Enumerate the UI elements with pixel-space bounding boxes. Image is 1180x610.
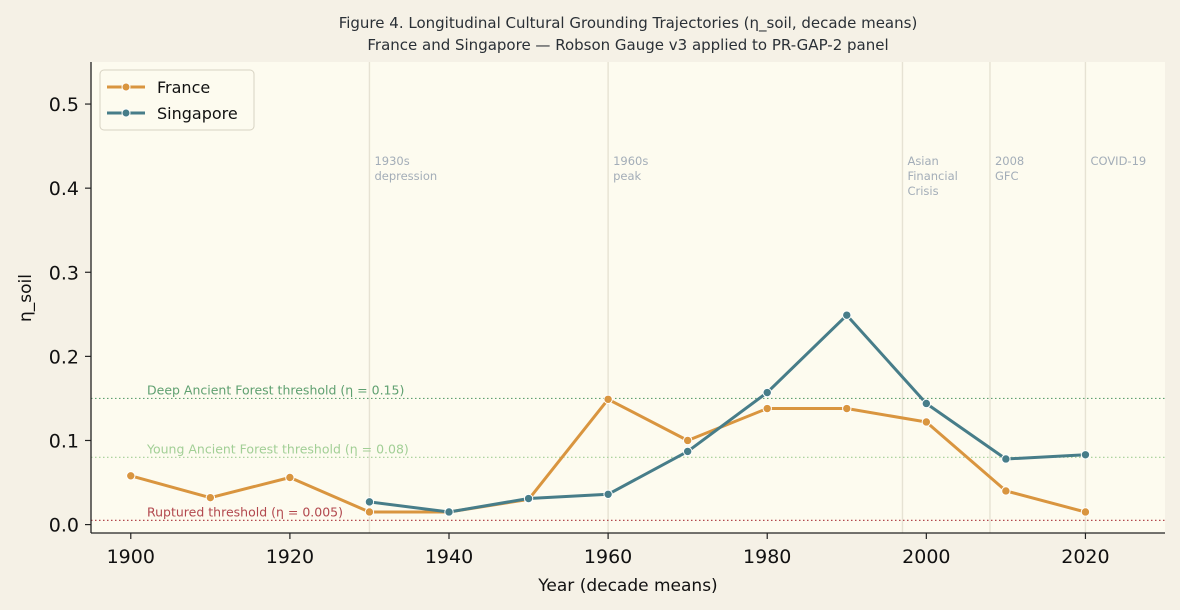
legend-swatch-marker: [121, 108, 131, 118]
event-label: 2008 GFC: [995, 154, 1024, 183]
data-point-singapore: [444, 507, 454, 517]
x-axis-label: Year (decade means): [537, 576, 717, 596]
data-point-singapore: [1080, 450, 1091, 460]
chart-title: Figure 4. Longitudinal Cultural Groundin…: [339, 14, 918, 33]
data-point-singapore: [921, 398, 932, 409]
chart-subtitle: France and Singapore — Robson Gauge v3 a…: [367, 36, 888, 54]
threshold-label: Ruptured threshold (η = 0.005): [147, 504, 343, 519]
data-point-singapore: [842, 310, 852, 320]
event-annotations: 1930s depression 1960s peak Asian Financial Cr…: [368, 62, 1146, 533]
x-tick-label: 2020: [1061, 546, 1109, 568]
x-tick-label: 1900: [107, 546, 155, 568]
series-line-singapore: [369, 313, 1086, 514]
data-point-france: [126, 471, 136, 481]
threshold-label: Deep Ancient Forest threshold (η = 0.15): [147, 382, 404, 397]
event-label-line: peak: [613, 169, 641, 183]
data-point-france: [921, 417, 932, 427]
plot-area: [91, 62, 1165, 533]
event-label-line: 1930s: [374, 154, 409, 168]
legend-label: Singapore: [157, 104, 238, 123]
event-label: 1930s depression: [374, 154, 437, 183]
data-point-france: [1001, 486, 1011, 496]
y-tick-label: 0.5: [49, 94, 79, 116]
x-axis-ticks: 1900 1920 1940 1960 1980 2000 2020: [107, 533, 1110, 568]
event-label-line: depression: [374, 169, 437, 183]
data-point-singapore: [523, 493, 534, 504]
y-tick-label: 0.4: [49, 178, 79, 200]
y-axis-ticks: 0.0 0.1 0.2 0.3 0.4 0.5: [49, 94, 91, 537]
event-label-line: Crisis: [907, 184, 938, 198]
data-point-singapore: [682, 446, 693, 457]
event-label-line: COVID-19: [1090, 154, 1146, 168]
x-tick-label: 1920: [266, 546, 314, 568]
event-label: 1960s peak: [613, 154, 648, 183]
data-point-france: [1080, 507, 1091, 517]
y-axis-label: η_soil: [16, 274, 36, 322]
event-label-line: Asian: [907, 154, 938, 168]
data-point-singapore: [364, 497, 375, 507]
data-point-france: [603, 394, 613, 404]
legend-swatch-marker: [121, 82, 131, 92]
data-point-singapore: [762, 387, 772, 398]
y-tick-label: 0.3: [49, 262, 79, 284]
threshold-lines: Deep Ancient Forest threshold (η = 0.15)…: [91, 382, 1165, 521]
data-point-france: [762, 403, 772, 414]
data-point-france: [842, 403, 852, 414]
event-label-line: 2008: [995, 154, 1024, 168]
legend-box: [99, 69, 255, 131]
event-label: Asian Financial Crisis: [907, 154, 957, 198]
series-lines: [126, 310, 1091, 517]
data-point-singapore: [603, 489, 613, 500]
event-label-line: 1960s: [613, 154, 648, 168]
legend-label: France: [157, 78, 210, 97]
y-tick-label: 0.1: [49, 430, 79, 452]
x-tick-label: 1980: [743, 546, 791, 568]
data-point-france: [364, 507, 375, 517]
x-tick-label: 2000: [902, 546, 950, 568]
data-point-france: [285, 472, 295, 483]
event-label: COVID-19: [1090, 154, 1146, 168]
data-point-france: [205, 492, 216, 503]
event-label-line: Financial: [907, 169, 957, 183]
event-label-line: GFC: [995, 169, 1019, 183]
y-tick-label: 0.2: [49, 346, 79, 368]
legend: France Singapore: [99, 69, 255, 131]
x-tick-label: 1940: [425, 546, 473, 568]
threshold-label: Young Ancient Forest threshold (η = 0.08…: [146, 441, 409, 456]
data-point-france: [682, 435, 693, 446]
y-tick-label: 0.0: [49, 515, 79, 537]
x-tick-label: 1960: [584, 546, 632, 568]
data-point-singapore: [1001, 454, 1011, 464]
